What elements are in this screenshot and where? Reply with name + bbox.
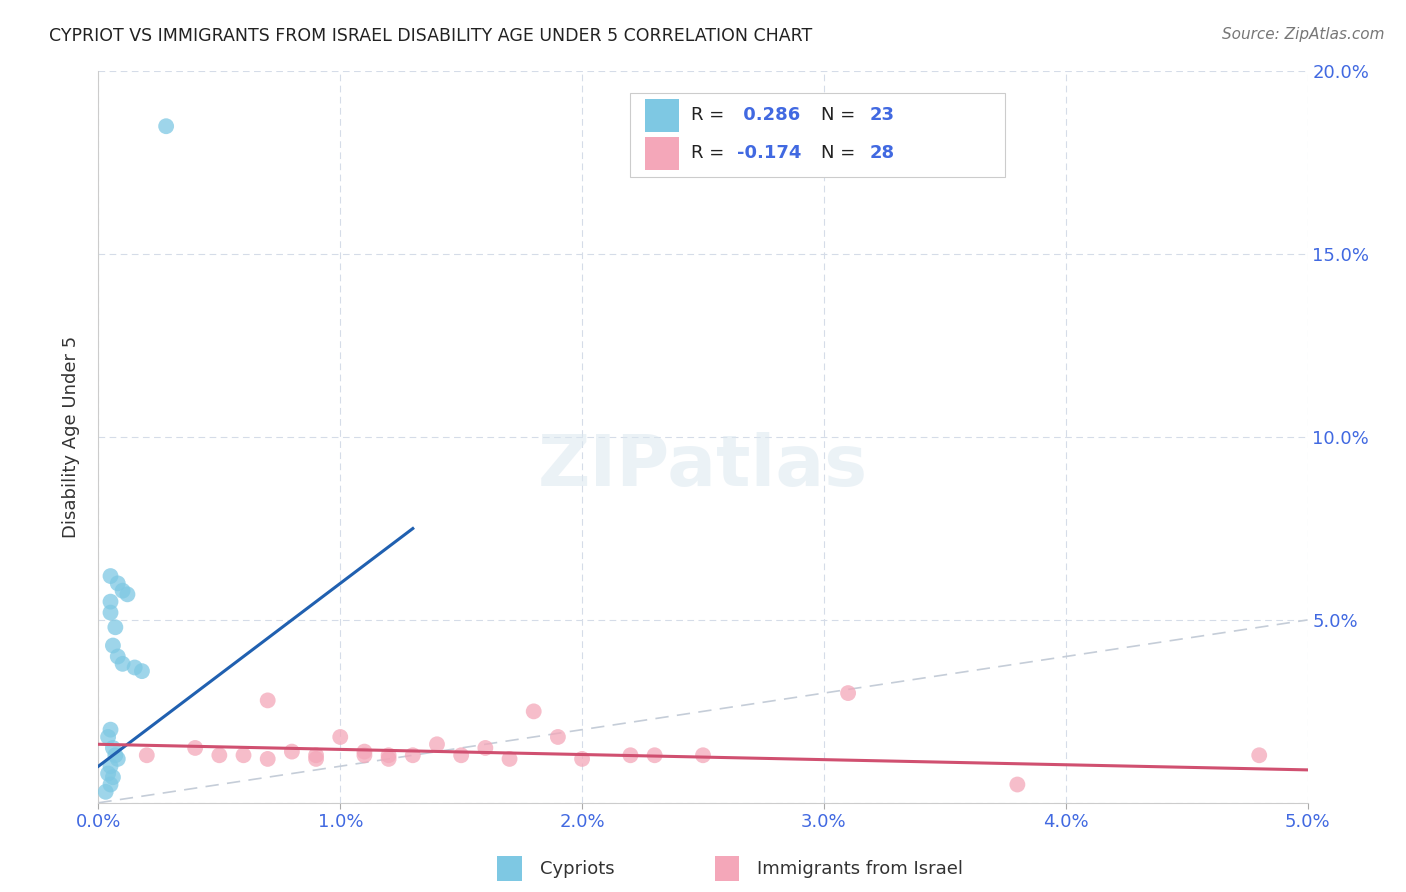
Point: [208, 748, 231, 763]
Point: [474, 740, 496, 755]
Point: [111, 657, 134, 671]
Point: [184, 740, 207, 755]
Point: [547, 730, 569, 744]
Point: [305, 752, 328, 766]
Point: [450, 748, 472, 763]
Point: [692, 748, 714, 763]
Point: [644, 748, 666, 763]
Point: [100, 569, 122, 583]
Point: [329, 730, 352, 744]
Point: [377, 752, 399, 766]
Text: 23: 23: [870, 106, 894, 124]
Point: [256, 752, 278, 766]
Point: [131, 664, 153, 678]
Point: [1007, 778, 1029, 792]
Point: [101, 740, 124, 755]
Point: [107, 576, 129, 591]
Point: [155, 120, 177, 134]
Point: [94, 785, 117, 799]
Text: Source: ZipAtlas.com: Source: ZipAtlas.com: [1222, 27, 1385, 42]
Point: [101, 639, 124, 653]
Y-axis label: Disability Age Under 5: Disability Age Under 5: [62, 336, 80, 538]
Point: [100, 594, 122, 608]
Point: [107, 649, 129, 664]
Text: N =: N =: [821, 145, 862, 162]
FancyBboxPatch shape: [630, 94, 1005, 178]
Point: [305, 748, 328, 763]
FancyBboxPatch shape: [498, 855, 522, 881]
Point: [100, 778, 122, 792]
Point: [837, 686, 859, 700]
Text: N =: N =: [821, 106, 862, 124]
Point: [100, 723, 122, 737]
Text: CYPRIOT VS IMMIGRANTS FROM ISRAEL DISABILITY AGE UNDER 5 CORRELATION CHART: CYPRIOT VS IMMIGRANTS FROM ISRAEL DISABI…: [49, 27, 813, 45]
Point: [124, 660, 146, 674]
Text: 0.286: 0.286: [737, 106, 800, 124]
Point: [97, 730, 120, 744]
Point: [107, 752, 129, 766]
Point: [1249, 748, 1271, 763]
Point: [111, 583, 134, 598]
Point: [232, 748, 254, 763]
Point: [353, 745, 375, 759]
FancyBboxPatch shape: [645, 136, 679, 169]
Point: [256, 693, 278, 707]
FancyBboxPatch shape: [645, 99, 679, 132]
Text: Immigrants from Israel: Immigrants from Israel: [758, 860, 963, 878]
Text: R =: R =: [690, 106, 730, 124]
Point: [100, 606, 122, 620]
Point: [402, 748, 425, 763]
Text: ZIPatlas: ZIPatlas: [538, 432, 868, 500]
Point: [498, 752, 520, 766]
Point: [377, 748, 399, 763]
Text: -0.174: -0.174: [737, 145, 801, 162]
Text: Cypriots: Cypriots: [540, 860, 614, 878]
Point: [97, 766, 120, 780]
Point: [426, 737, 449, 751]
Point: [101, 770, 124, 784]
Text: 28: 28: [870, 145, 896, 162]
Point: [523, 705, 546, 719]
Point: [104, 620, 127, 634]
Text: R =: R =: [690, 145, 730, 162]
Point: [104, 748, 127, 763]
Point: [117, 587, 139, 601]
Point: [100, 759, 122, 773]
Point: [571, 752, 593, 766]
Point: [619, 748, 641, 763]
Point: [135, 748, 157, 763]
FancyBboxPatch shape: [716, 855, 740, 881]
Point: [353, 748, 375, 763]
Point: [281, 745, 304, 759]
